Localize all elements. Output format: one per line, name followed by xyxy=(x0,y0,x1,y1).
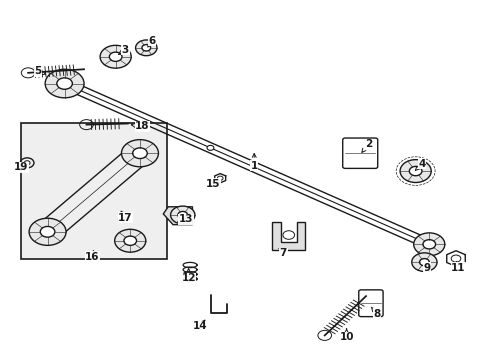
Circle shape xyxy=(283,231,294,239)
Circle shape xyxy=(178,211,187,219)
Text: 1: 1 xyxy=(250,153,257,171)
Text: 9: 9 xyxy=(423,262,429,273)
Circle shape xyxy=(29,218,66,246)
Text: 8: 8 xyxy=(370,307,380,319)
Text: 7: 7 xyxy=(279,248,286,258)
Text: 17: 17 xyxy=(118,211,132,222)
Text: 16: 16 xyxy=(85,251,100,262)
Text: 15: 15 xyxy=(205,179,220,189)
Circle shape xyxy=(206,145,213,150)
Circle shape xyxy=(40,226,55,237)
Circle shape xyxy=(135,40,157,56)
Polygon shape xyxy=(163,207,192,225)
Circle shape xyxy=(170,206,195,224)
Text: 11: 11 xyxy=(450,261,465,273)
Circle shape xyxy=(399,159,430,183)
Circle shape xyxy=(142,45,150,51)
Circle shape xyxy=(411,253,436,271)
Bar xyxy=(21,123,166,258)
Circle shape xyxy=(419,258,428,266)
Circle shape xyxy=(422,240,435,249)
Text: 18: 18 xyxy=(131,121,149,131)
Circle shape xyxy=(408,166,421,176)
Circle shape xyxy=(57,78,72,89)
Circle shape xyxy=(132,148,147,158)
Text: 10: 10 xyxy=(339,329,353,342)
Text: 4: 4 xyxy=(414,159,425,170)
Text: 6: 6 xyxy=(147,36,155,47)
Circle shape xyxy=(115,229,145,252)
Polygon shape xyxy=(272,222,305,250)
Circle shape xyxy=(45,69,84,98)
Circle shape xyxy=(413,233,444,256)
Circle shape xyxy=(109,52,122,62)
Text: 19: 19 xyxy=(14,162,28,172)
Circle shape xyxy=(123,236,136,246)
Text: 5: 5 xyxy=(34,66,45,76)
Text: 2: 2 xyxy=(361,139,371,152)
Circle shape xyxy=(100,45,131,68)
Circle shape xyxy=(121,140,158,167)
Text: 14: 14 xyxy=(192,320,206,332)
Text: 12: 12 xyxy=(181,269,195,283)
Text: 13: 13 xyxy=(179,214,193,224)
Text: 3: 3 xyxy=(119,45,129,55)
